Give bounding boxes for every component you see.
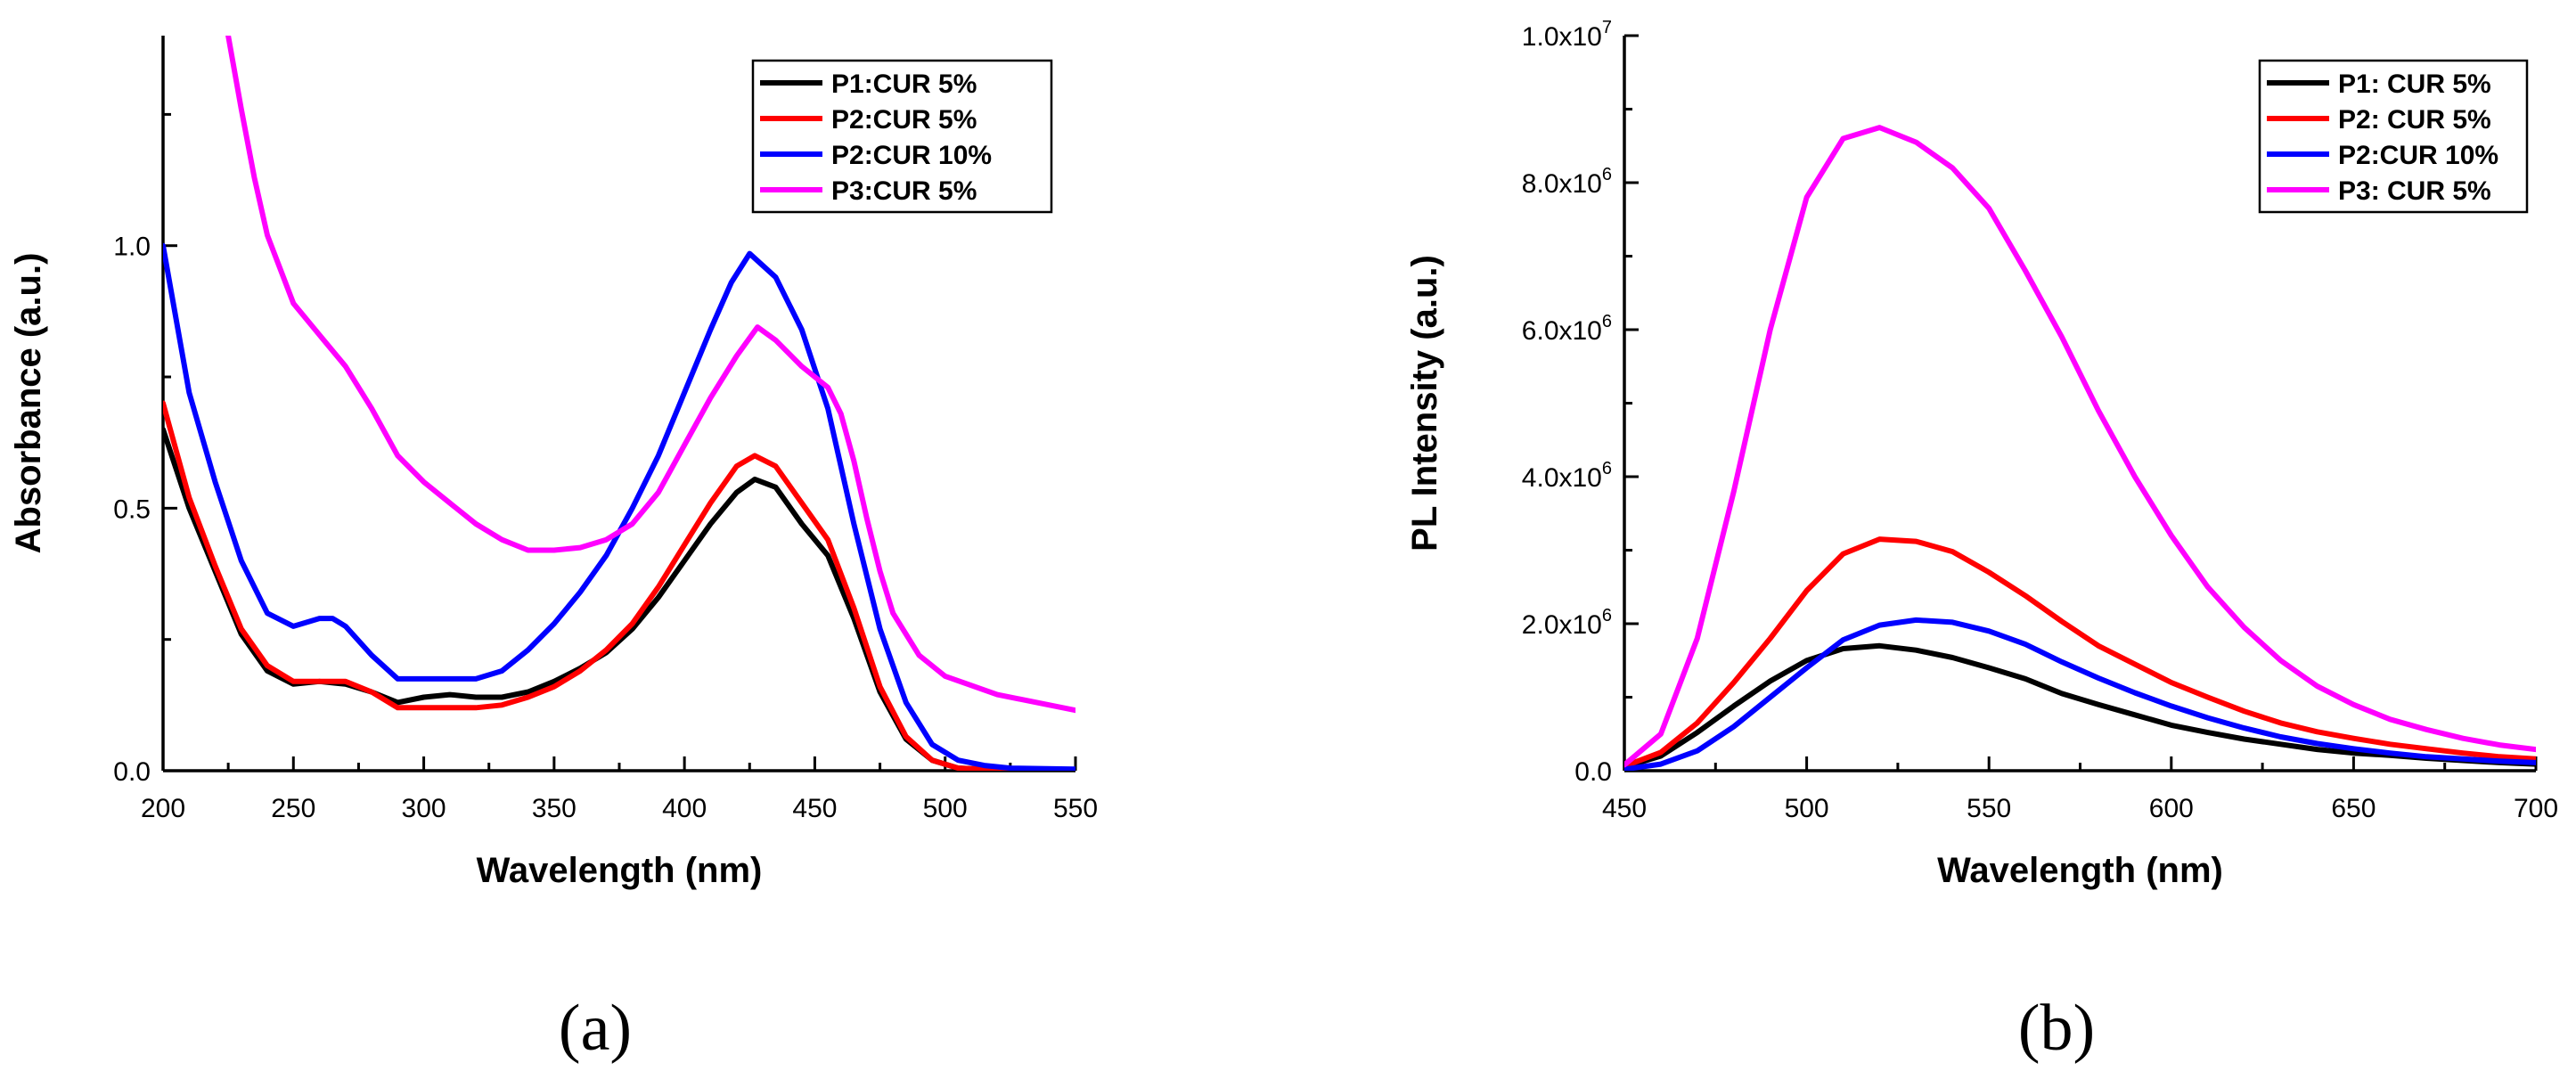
- series-line-p1-cur-5: [163, 427, 1075, 771]
- y-tick-label: 6.0x106: [1522, 312, 1612, 346]
- series-line-p2-cur-5: [1624, 536, 2536, 769]
- legend-box: [751, 59, 1053, 214]
- y-tick-label: 1.0x107: [1522, 18, 1612, 52]
- x-axis-title: Wavelength (nm): [477, 851, 763, 890]
- x-tick-label: 600: [2149, 794, 2194, 823]
- legend: P1:CUR 5% P2:CUR 5% P2:CUR 10% P3:CUR 5%: [751, 59, 1053, 214]
- x-tick-label: 500: [923, 794, 968, 823]
- series-line-p3-cur-5: [1624, 125, 2536, 768]
- x-tick-label: 550: [1967, 794, 2011, 823]
- x-tick-label: 450: [792, 794, 837, 823]
- legend-label: P3:CUR 5%: [831, 176, 977, 206]
- chart-panel-a: 200 250 300 350 400 450 500 550 0.0 0.5 1.0 Wavelen…: [9, 36, 1098, 1065]
- series-line-p2-cur-10: [1624, 617, 2536, 771]
- x-axis-title: Wavelength (nm): [1937, 851, 2223, 890]
- panel-label: (a): [559, 992, 632, 1065]
- x-tick-label: 700: [2514, 794, 2558, 823]
- y-tick-label: 2.0x106: [1522, 606, 1612, 640]
- x-tick-label: 250: [271, 794, 315, 823]
- x-tick-label: 450: [1602, 794, 1647, 823]
- chart-panel-b: 450 500 550 600 650 700 0.0 2.0x106 4.0x106 6.0x1…: [1405, 18, 2558, 1065]
- legend-label: P1: CUR 5%: [2338, 69, 2491, 99]
- x-tick-label: 200: [141, 794, 185, 823]
- legend-label: P2:CUR 10%: [831, 141, 992, 170]
- y-axis-title: PL Intensity (a.u.): [1405, 255, 1444, 552]
- y-tick-label: 8.0x106: [1522, 165, 1612, 199]
- legend-box: [2258, 59, 2529, 214]
- series-line-p2-cur-5: [163, 400, 1075, 771]
- legend-label: P3: CUR 5%: [2338, 176, 2491, 206]
- panel-label: (b): [2018, 992, 2095, 1065]
- x-tick-label: 500: [1785, 794, 1829, 823]
- series-line-p3-cur-5: [225, 36, 1075, 714]
- legend: P1: CUR 5% P2: CUR 5% P2:CUR 10% P3: CUR 5%: [2258, 59, 2529, 214]
- legend-label: P2: CUR 5%: [2338, 105, 2491, 135]
- y-tick-label: 0.5: [113, 495, 151, 524]
- legend-label: P2:CUR 10%: [2338, 141, 2498, 170]
- y-tick-label: 4.0x106: [1522, 459, 1612, 493]
- series-line-p2-cur-10: [163, 242, 1075, 771]
- x-tick-label: 400: [662, 794, 707, 823]
- y-axis-title: Absorbance (a.u.): [9, 253, 48, 554]
- x-tick-label: 300: [402, 794, 446, 823]
- y-tick-label: 0.0: [113, 757, 151, 787]
- x-tick-label: 550: [1053, 794, 1098, 823]
- y-tick-label: 0.0: [1574, 757, 1612, 787]
- legend-label: P2:CUR 5%: [831, 105, 977, 135]
- x-tick-label: 350: [532, 794, 577, 823]
- x-tick-label: 650: [2331, 794, 2376, 823]
- legend-label: P1:CUR 5%: [831, 69, 977, 99]
- y-tick-label: 1.0: [113, 233, 151, 262]
